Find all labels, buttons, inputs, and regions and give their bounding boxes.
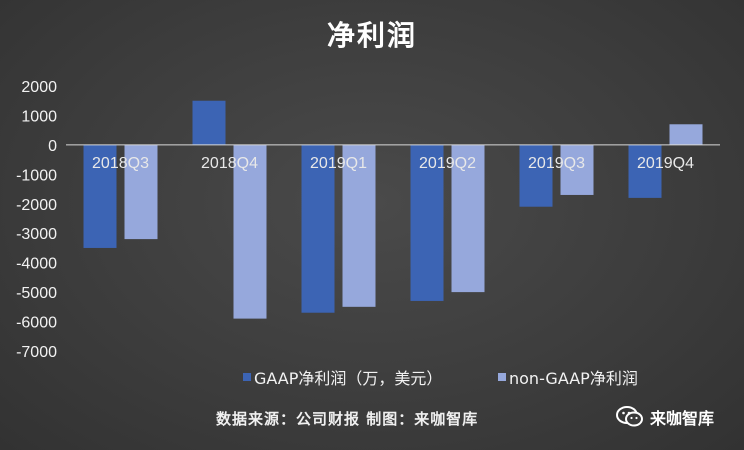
- y-tick-label: -4000: [16, 256, 57, 273]
- bar-non-gaap-2019Q3: [560, 144, 594, 195]
- y-tick-label: -2000: [16, 197, 57, 214]
- category-label: 2019Q4: [637, 155, 694, 172]
- bar-gaap-2019Q4: [628, 144, 662, 198]
- bars: [83, 100, 703, 319]
- legend-item: GAAP净利润（万，美元）: [243, 369, 442, 388]
- category-label: 2019Q3: [528, 155, 585, 172]
- bar-gaap-2019Q1: [301, 144, 335, 313]
- y-tick-label: 0: [48, 138, 57, 155]
- bar-gaap-2019Q2: [410, 144, 444, 301]
- y-tick-label: -6000: [16, 315, 57, 332]
- y-tick-label: -5000: [16, 285, 57, 302]
- y-tick-label: -1000: [16, 167, 57, 184]
- y-axis: 2000 1000 0 -1000 -2000 -3000 -4000 -5000 -6000 -…: [16, 79, 57, 361]
- source-note: 数据来源：公司财报 制图：来咖智库: [216, 410, 479, 428]
- bar-gaap-2019Q3: [519, 144, 553, 207]
- legend-item: non-GAAP净利润: [498, 369, 638, 388]
- wechat-icon: [616, 406, 643, 427]
- y-tick-label: -7000: [16, 344, 57, 361]
- chart-title: 净利润: [326, 19, 417, 52]
- bar-non-gaap-2018Q3: [124, 144, 158, 240]
- bar-non-gaap-2019Q2: [451, 144, 485, 293]
- legend: GAAP净利润（万，美元） non-GAAP净利润: [243, 369, 638, 388]
- legend-label: GAAP净利润（万，美元）: [254, 369, 442, 388]
- bar-non-gaap-2019Q4: [669, 124, 703, 145]
- watermark-text: 来咖智库: [650, 409, 715, 428]
- bar-gaap-2018Q3: [83, 144, 117, 248]
- category-label: 2018Q3: [92, 155, 149, 172]
- category-label: 2018Q4: [201, 155, 258, 172]
- legend-swatch: [498, 373, 506, 381]
- category-label: 2019Q1: [310, 155, 367, 172]
- legend-label: non-GAAP净利润: [509, 369, 638, 388]
- y-tick-label: 2000: [21, 79, 57, 96]
- bar-gaap-2018Q4: [192, 100, 226, 145]
- watermark: 来咖智库: [616, 404, 714, 430]
- y-tick-label: 1000: [21, 108, 57, 125]
- bar-non-gaap-2018Q4: [233, 144, 267, 319]
- category-label: 2019Q2: [419, 155, 476, 172]
- bar-non-gaap-2019Q1: [342, 144, 376, 307]
- legend-swatch: [243, 373, 251, 381]
- y-tick-label: -3000: [16, 226, 57, 243]
- category-labels: 2018Q3 2018Q4 2019Q1 2019Q2 2019Q3 2019Q4: [92, 155, 694, 172]
